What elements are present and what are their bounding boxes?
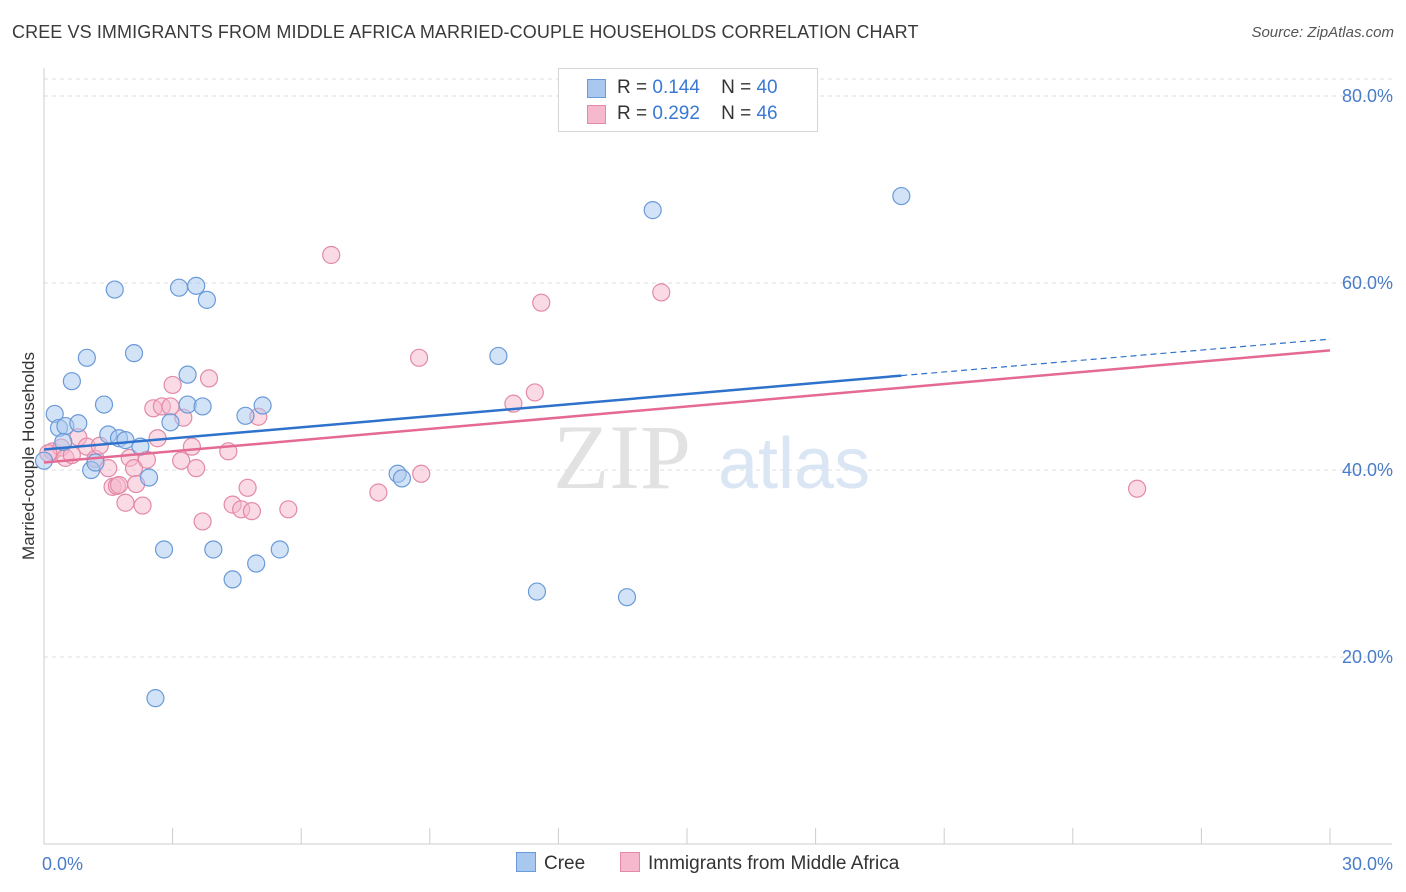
immigrants-point (163, 375, 182, 395)
cree-point (270, 540, 289, 559)
legend-n-label: N = (721, 103, 752, 124)
immigrants-point (412, 464, 431, 483)
bottom-legend-immigrants: Immigrants from Middle Africa (620, 852, 899, 875)
bottom-legend-label-immigrants: Immigrants from Middle Africa (648, 853, 900, 874)
x-tick-label: 0.0% (42, 854, 83, 874)
watermark-atlas: atlas (718, 424, 870, 504)
legend-box: R = 0.144 N = 40 R = 0.292 N = 46 (558, 68, 818, 132)
bottom-legend-cree: Cree (516, 852, 585, 875)
immigrants-point (193, 512, 212, 531)
immigrants-point (116, 493, 135, 512)
cree-point (161, 413, 180, 432)
immigrants-point (369, 483, 388, 502)
immigrants-point (182, 437, 201, 456)
cree-point (178, 365, 197, 384)
cree-trend-extension (901, 338, 1331, 377)
cree-point (124, 344, 144, 363)
immigrants-point (242, 502, 262, 521)
cree-point (204, 540, 223, 559)
cree-point (77, 348, 96, 367)
immigrants-point (133, 496, 152, 515)
y-tick-label: 60.0% (1342, 273, 1393, 293)
cree-point (94, 395, 114, 414)
y-tick-label: 40.0% (1342, 460, 1393, 480)
immigrants-point (1127, 479, 1147, 498)
pink-points-layer (39, 245, 1147, 531)
cree-point (187, 276, 206, 295)
legend-r-label: R = (617, 103, 648, 124)
legend-r-label: R = (617, 77, 648, 98)
cree-point (392, 469, 412, 488)
bottom-legend-label-cree: Cree (544, 853, 586, 874)
cree-point (193, 397, 212, 416)
y-axis-label: Married-couple Households (19, 352, 38, 560)
tick-labels-layer: 20.0% 40.0% 60.0% 80.0% 0.0% 30.0% (42, 86, 1393, 874)
legend-swatch-immigrants (587, 105, 606, 124)
trend-layer (43, 338, 1331, 464)
grid-layer (44, 78, 1392, 658)
legend-n-value-immigrants: 46 (756, 103, 778, 124)
cree-trend-line (43, 374, 902, 451)
cree-point (223, 570, 242, 589)
cree-point (139, 468, 159, 487)
cree-point (116, 431, 135, 450)
immigrants-point (652, 283, 671, 302)
cree-point (34, 451, 54, 470)
cree-point (892, 186, 911, 206)
y-tick-label: 20.0% (1342, 647, 1393, 667)
cree-point (62, 372, 81, 391)
cree-point (197, 290, 216, 309)
cree-point (643, 201, 662, 220)
legend-r-value-immigrants: 0.292 (652, 103, 700, 124)
cree-point (169, 278, 189, 297)
cree-point (236, 406, 255, 425)
immigrants-point (532, 293, 551, 312)
x-tick-label: 30.0% (1342, 854, 1393, 874)
immigrants-point (525, 383, 544, 402)
bottom-legend-swatch-immigrants (620, 852, 640, 872)
immigrants-point (279, 500, 298, 519)
immigrants-point (109, 475, 129, 495)
immigrants-point (199, 369, 219, 388)
immigrants-point (238, 478, 257, 497)
cree-point (527, 582, 547, 601)
watermark: ZIP atlas (553, 406, 870, 508)
immigrants-trend-line (43, 349, 1331, 464)
cree-point (178, 395, 197, 414)
immigrants-point (322, 245, 341, 265)
cree-point (154, 540, 174, 559)
cree-point (247, 554, 266, 573)
cree-point (617, 588, 637, 607)
legend-r-value-cree: 0.144 (652, 77, 700, 98)
cree-point (489, 346, 508, 366)
cree-point (146, 689, 165, 708)
legend-swatch-cree (587, 79, 606, 98)
immigrants-point (187, 459, 206, 478)
cree-point (105, 280, 124, 299)
immigrants-point (172, 451, 191, 470)
watermark-zip: ZIP (553, 406, 691, 508)
chart-title: CREE VS IMMIGRANTS FROM MIDDLE AFRICA MA… (12, 22, 919, 42)
y-tick-label: 80.0% (1342, 86, 1393, 106)
legend-n-value-cree: 40 (756, 77, 778, 98)
legend-n-label: N = (721, 77, 752, 98)
source-label: Source: ZipAtlas.com (1251, 24, 1394, 41)
immigrants-point (409, 348, 429, 367)
cree-point (69, 414, 88, 433)
bottom-legend-swatch-cree (516, 852, 536, 872)
cree-point (253, 396, 272, 415)
